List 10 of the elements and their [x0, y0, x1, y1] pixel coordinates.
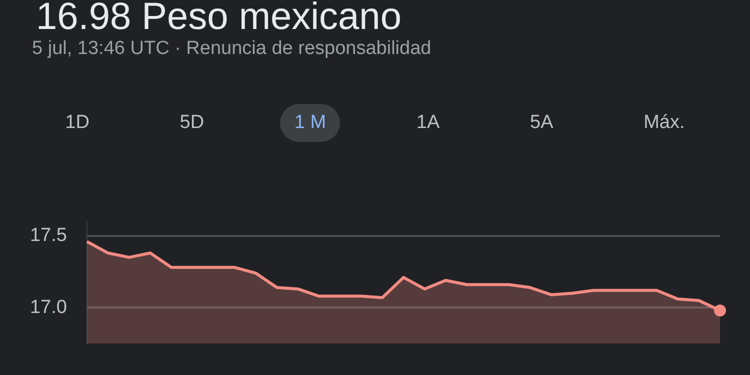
chart-title: 16.98 Peso mexicano	[36, 0, 402, 39]
text: 1A	[415, 111, 441, 135]
y-tick-label: 17.5	[30, 225, 67, 246]
y-tick-label: 17.0	[30, 296, 67, 318]
text: 5D	[178, 111, 206, 135]
text: 1D	[64, 111, 90, 135]
text: 1 M	[280, 104, 340, 142]
text: Máx.	[642, 111, 686, 135]
text: 5A	[529, 111, 554, 135]
chart-subtitle: 5 jul, 13:46 UTC · Renuncia de responsabilidad	[32, 38, 432, 60]
